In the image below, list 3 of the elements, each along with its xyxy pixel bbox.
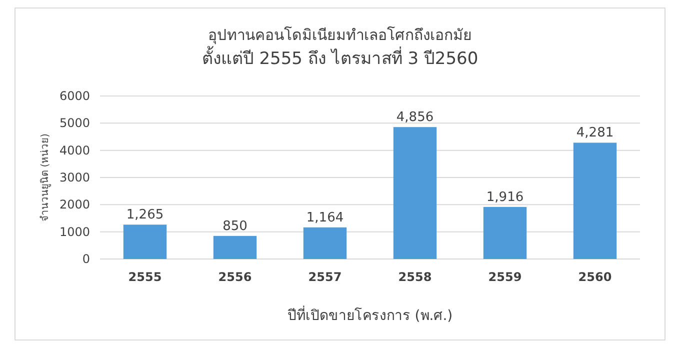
xlabel: ปีที่เปิดขายโครงการ (พ.ศ.): [287, 308, 453, 324]
title: อุปทานคอนโดมิเนียมทำเลอโศกถึงเอกมัย: [208, 26, 472, 44]
ylabel: จำนวนยูนิต (หน่วย): [40, 134, 51, 222]
